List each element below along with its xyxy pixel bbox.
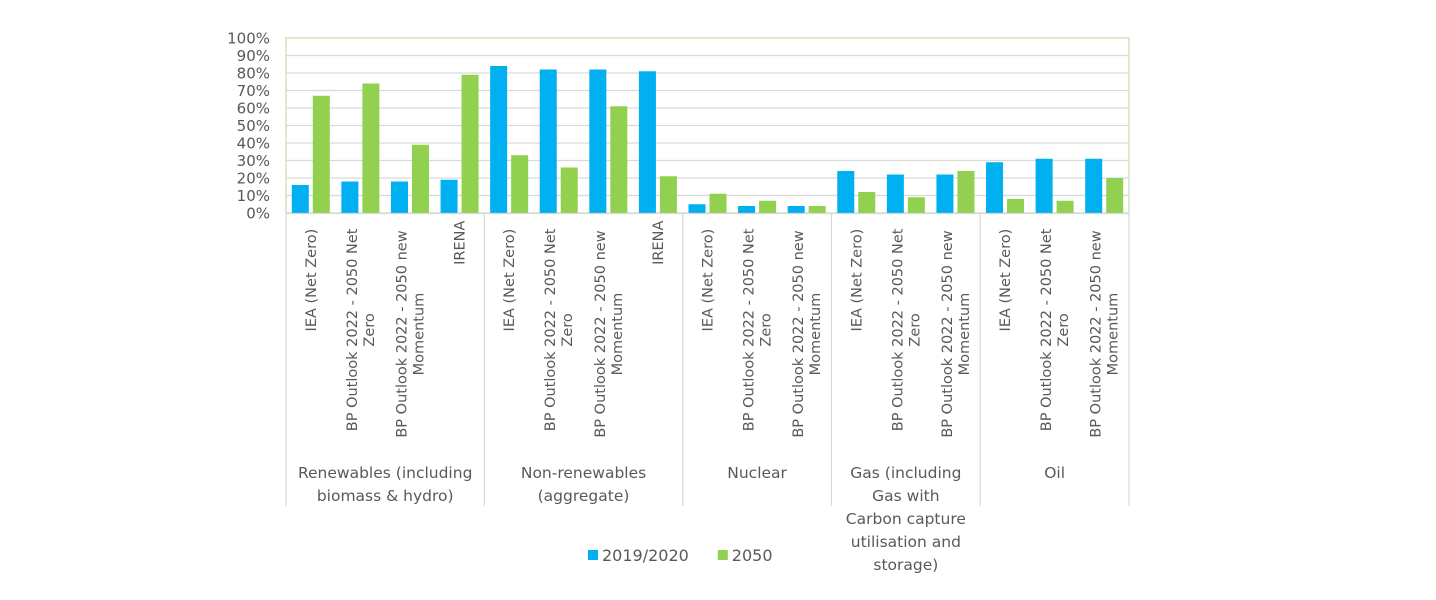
bar-2050 xyxy=(411,144,429,213)
x-category-label: IRENA xyxy=(651,221,667,265)
y-tick-label: 90% xyxy=(237,47,270,65)
y-tick-label: 80% xyxy=(237,65,270,83)
x-axis-category-labels: IEA (Net Zero) BP Outlook 2022 - 2050 Net… xyxy=(304,221,1122,438)
x-group-label: Gas (including xyxy=(850,464,961,482)
x-category-label: Momentum xyxy=(610,293,626,376)
x-group-label: Carbon capture xyxy=(846,510,966,528)
x-category-label: BP Outlook 2022 - 2050 new xyxy=(593,230,609,437)
x-category-label: Momentum xyxy=(957,293,973,376)
x-category-label: Zero xyxy=(362,313,378,346)
x-category-label: BP Outlook 2022 - 2050 Net xyxy=(543,228,559,431)
x-axis xyxy=(285,212,1130,506)
x-category-label: BP Outlook 2022 - 2050 Net xyxy=(345,228,361,431)
bar-2019-2020 xyxy=(1085,158,1103,213)
x-group-label: Gas with xyxy=(872,487,939,505)
x-group-label: (aggregate) xyxy=(538,487,630,505)
x-category-label: IEA (Net Zero) xyxy=(998,229,1014,332)
bar-2050 xyxy=(1007,199,1025,213)
legend-swatch xyxy=(717,550,728,560)
bar-2050 xyxy=(461,74,479,213)
bar-2050 xyxy=(362,83,380,213)
bar-2050 xyxy=(511,155,529,213)
bar-2050 xyxy=(1056,200,1074,213)
x-category-label: IEA (Net Zero) xyxy=(502,229,518,332)
bar-2050 xyxy=(659,176,677,213)
x-group-label: storage) xyxy=(873,556,938,574)
x-category-label: IEA (Net Zero) xyxy=(849,229,865,332)
bar-2019-2020 xyxy=(787,206,805,213)
bar-2050 xyxy=(1106,178,1124,213)
x-category-label: Zero xyxy=(759,313,775,346)
y-tick-label: 0% xyxy=(246,205,270,223)
x-group-label: utilisation and xyxy=(851,533,961,551)
bars xyxy=(291,66,1124,213)
x-category-label: BP Outlook 2022 - 2050 new xyxy=(791,230,807,437)
bar-2050 xyxy=(907,197,925,213)
bar-2050 xyxy=(610,106,628,213)
bar-2019-2020 xyxy=(886,174,904,213)
x-category-label: Momentum xyxy=(1106,293,1122,376)
y-tick-label: 40% xyxy=(237,135,270,153)
x-axis-group-labels: Renewables (including biomass & hydro) Non… xyxy=(298,464,1065,574)
bar-2019-2020 xyxy=(291,185,309,213)
y-axis-ticks: 0%10%20%30%40%50%60%70%80%90%100% xyxy=(227,30,270,223)
bar-2019-2020 xyxy=(688,204,706,213)
y-tick-label: 20% xyxy=(237,170,270,188)
x-category-label: IRENA xyxy=(453,221,469,265)
bar-2019-2020 xyxy=(936,174,954,213)
bar-2019-2020 xyxy=(490,66,508,213)
x-category-label: Zero xyxy=(907,313,923,346)
bar-2019-2020 xyxy=(738,206,756,213)
y-tick-label: 10% xyxy=(237,187,270,205)
y-tick-label: 50% xyxy=(237,117,270,135)
bar-2019-2020 xyxy=(589,69,607,213)
y-tick-label: 70% xyxy=(237,82,270,100)
bar-2050 xyxy=(560,167,578,213)
legend: 2019/2020 2050 xyxy=(588,546,773,565)
legend-label: 2019/2020 xyxy=(602,546,689,565)
bar-2050 xyxy=(957,171,975,213)
bar-2019-2020 xyxy=(341,181,359,213)
x-category-label: BP Outlook 2022 - 2050 Net xyxy=(742,228,758,431)
x-category-label: BP Outlook 2022 - 2050 Net xyxy=(890,228,906,431)
x-group-label: Oil xyxy=(1044,464,1065,482)
legend-swatch xyxy=(588,550,598,560)
x-category-label: Momentum xyxy=(411,293,427,376)
x-category-label: BP Outlook 2022 - 2050 Net xyxy=(1039,228,1055,431)
y-tick-label: 30% xyxy=(237,152,270,170)
x-group-label: biomass & hydro) xyxy=(317,487,454,505)
bar-2050 xyxy=(312,95,330,213)
x-group-label: Renewables (including xyxy=(298,464,472,482)
bar-2050 xyxy=(808,206,826,213)
x-category-label: Momentum xyxy=(808,293,824,376)
x-category-label: IEA (Net Zero) xyxy=(304,229,320,332)
x-group-label: Non-renewables xyxy=(521,464,646,482)
y-tick-label: 60% xyxy=(237,100,270,118)
bar-2050 xyxy=(858,192,876,213)
bar-2050 xyxy=(759,200,777,213)
bar-2019-2020 xyxy=(539,69,557,213)
x-category-label: BP Outlook 2022 - 2050 new xyxy=(394,230,410,437)
x-category-label: BP Outlook 2022 - 2050 new xyxy=(1089,230,1105,437)
bar-2019-2020 xyxy=(390,181,408,213)
y-tick-label: 100% xyxy=(227,30,270,48)
x-category-label: Zero xyxy=(560,313,576,346)
bar-2019-2020 xyxy=(837,171,855,213)
x-category-label: IEA (Net Zero) xyxy=(701,229,717,332)
bar-2050 xyxy=(709,193,727,213)
legend-label: 2050 xyxy=(732,546,773,565)
x-category-label: Zero xyxy=(1056,313,1072,346)
bar-2019-2020 xyxy=(440,179,458,213)
x-group-label: Nuclear xyxy=(727,464,787,482)
x-category-label: BP Outlook 2022 - 2050 new xyxy=(940,230,956,437)
bar-2019-2020 xyxy=(638,71,656,213)
bar-2019-2020 xyxy=(986,162,1004,213)
bar-2019-2020 xyxy=(1035,158,1053,213)
